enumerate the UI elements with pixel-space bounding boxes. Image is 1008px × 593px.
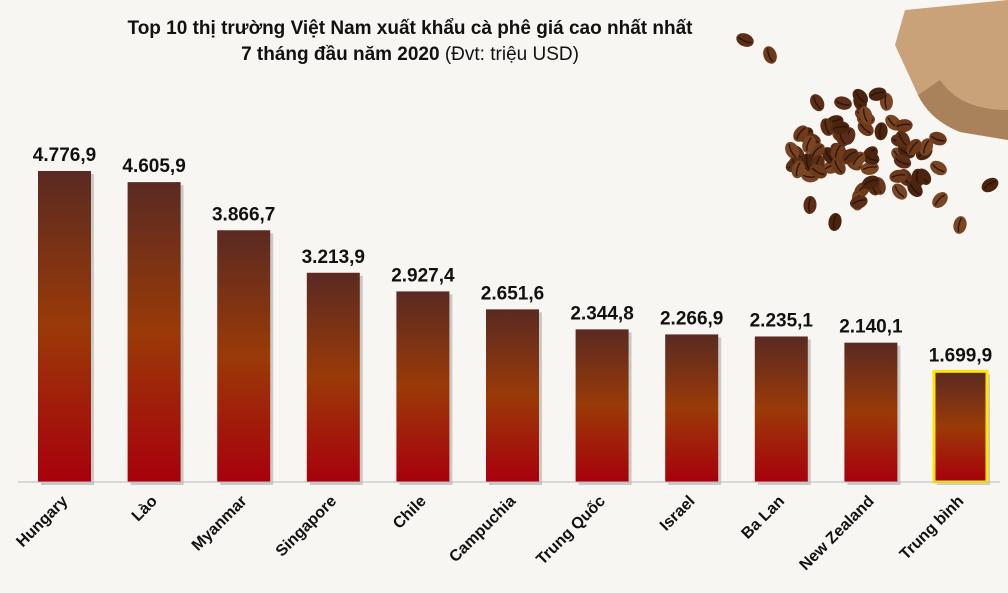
value-label-lao: 4.605,9 [122, 156, 185, 177]
chart-subtitle: 7 tháng đầu năm 2020 (Đvt: triệu USD) [0, 42, 820, 68]
coffee-bean [857, 120, 874, 137]
coffee-bean [842, 148, 859, 164]
coffee-bean [868, 87, 887, 101]
chart-title: Top 10 thị trường Việt Nam xuất khẩu cà … [127, 18, 693, 39]
coffee-bean [831, 121, 850, 135]
coffee-bean [862, 150, 880, 165]
coffee-bean [907, 180, 923, 198]
category-label-singapore: Singapore [273, 493, 340, 560]
value-label-chile: 2.927,4 [391, 265, 455, 286]
coffee-bean [820, 118, 834, 136]
category-label-myanmar: Myanmar [189, 493, 251, 555]
coffee-bean [953, 216, 967, 234]
coffee-bean [802, 135, 816, 153]
coffee-bean [828, 213, 842, 231]
category-label-chile: Chile [390, 493, 430, 533]
category-label-lao: Lào [129, 493, 161, 525]
paper-bag-shadow [918, 80, 1008, 140]
chart-subtitle-period: 7 tháng đầu năm 2020 [241, 44, 440, 65]
coffee-bean [852, 88, 868, 105]
value-label-hungary: 4.776,9 [33, 145, 96, 166]
bar-ba-lan [754, 336, 808, 482]
chart-subtitle-unit: (Đvt: triệu USD) [444, 44, 579, 65]
coffee-bean [860, 161, 879, 175]
coffee-bean [831, 142, 846, 160]
bar-chile [396, 291, 450, 482]
value-label-trung-quoc: 2.344,8 [570, 303, 633, 324]
bar-trung-quoc [575, 329, 629, 482]
bar-singapore [306, 272, 360, 482]
value-label-trung-binh: 1.699,9 [929, 345, 992, 366]
coffee-bean [919, 138, 934, 156]
coffee-bean [785, 141, 800, 159]
value-label-singapore: 3.213,9 [302, 247, 365, 268]
coffee-bean [889, 169, 908, 183]
value-label-israel: 2.266,9 [660, 308, 723, 329]
bar-hungary [38, 171, 91, 482]
coffee-bean [791, 160, 805, 179]
coffee-bean [810, 94, 825, 112]
chart-title-block: Top 10 thị trường Việt Nam xuất khẩu cà … [0, 16, 820, 68]
coffee-bean [893, 154, 912, 169]
bar-campuchia [486, 309, 539, 482]
coffee-bean [929, 131, 947, 146]
category-label-trung-binh: Trung bình [897, 493, 967, 563]
coffee-bean [834, 96, 852, 110]
coffee-bean [906, 138, 922, 156]
coffee-bean [763, 46, 777, 64]
value-label-new-zealand: 2.140,1 [839, 317, 903, 338]
category-label-ba-lan: Ba Lan [738, 493, 788, 543]
coffee-bean [891, 183, 908, 200]
coffee-bean [932, 192, 948, 208]
coffee-bean [874, 122, 888, 141]
coffee-bean [894, 119, 913, 133]
category-label-israel: Israel [657, 493, 699, 535]
paper-bag-shape [895, 0, 1008, 140]
coffee-bean [862, 175, 880, 190]
coffee-bean [793, 125, 809, 142]
bar-trung-binh [932, 369, 989, 484]
value-label-myanmar: 3.866,7 [212, 204, 275, 225]
coffee-bean [736, 33, 754, 47]
coffee-beans-illustration [736, 0, 1008, 234]
bar-lao [127, 182, 181, 483]
category-label-campuchia: Campuchia [446, 493, 519, 566]
category-label-hungary: Hungary [13, 493, 71, 551]
coffee-bean [803, 196, 817, 214]
bar-myanmar [217, 230, 271, 482]
coffee-bean [809, 164, 827, 179]
coffee-bean [981, 177, 999, 193]
coffee-bean [858, 106, 873, 125]
coffee-bean [831, 158, 846, 175]
value-label-campuchia: 2.651,6 [481, 283, 544, 304]
bar-new-zealand [844, 342, 898, 482]
category-label-trung-quoc: Trung Quốc [533, 493, 609, 569]
coffee-bean [850, 195, 868, 209]
bar-israel [665, 334, 719, 482]
coffee-bean [930, 160, 947, 176]
value-label-ba-lan: 2.235,1 [750, 310, 814, 331]
category-label-new-zealand: New Zealand [797, 493, 878, 574]
coffee-bean [895, 130, 911, 148]
